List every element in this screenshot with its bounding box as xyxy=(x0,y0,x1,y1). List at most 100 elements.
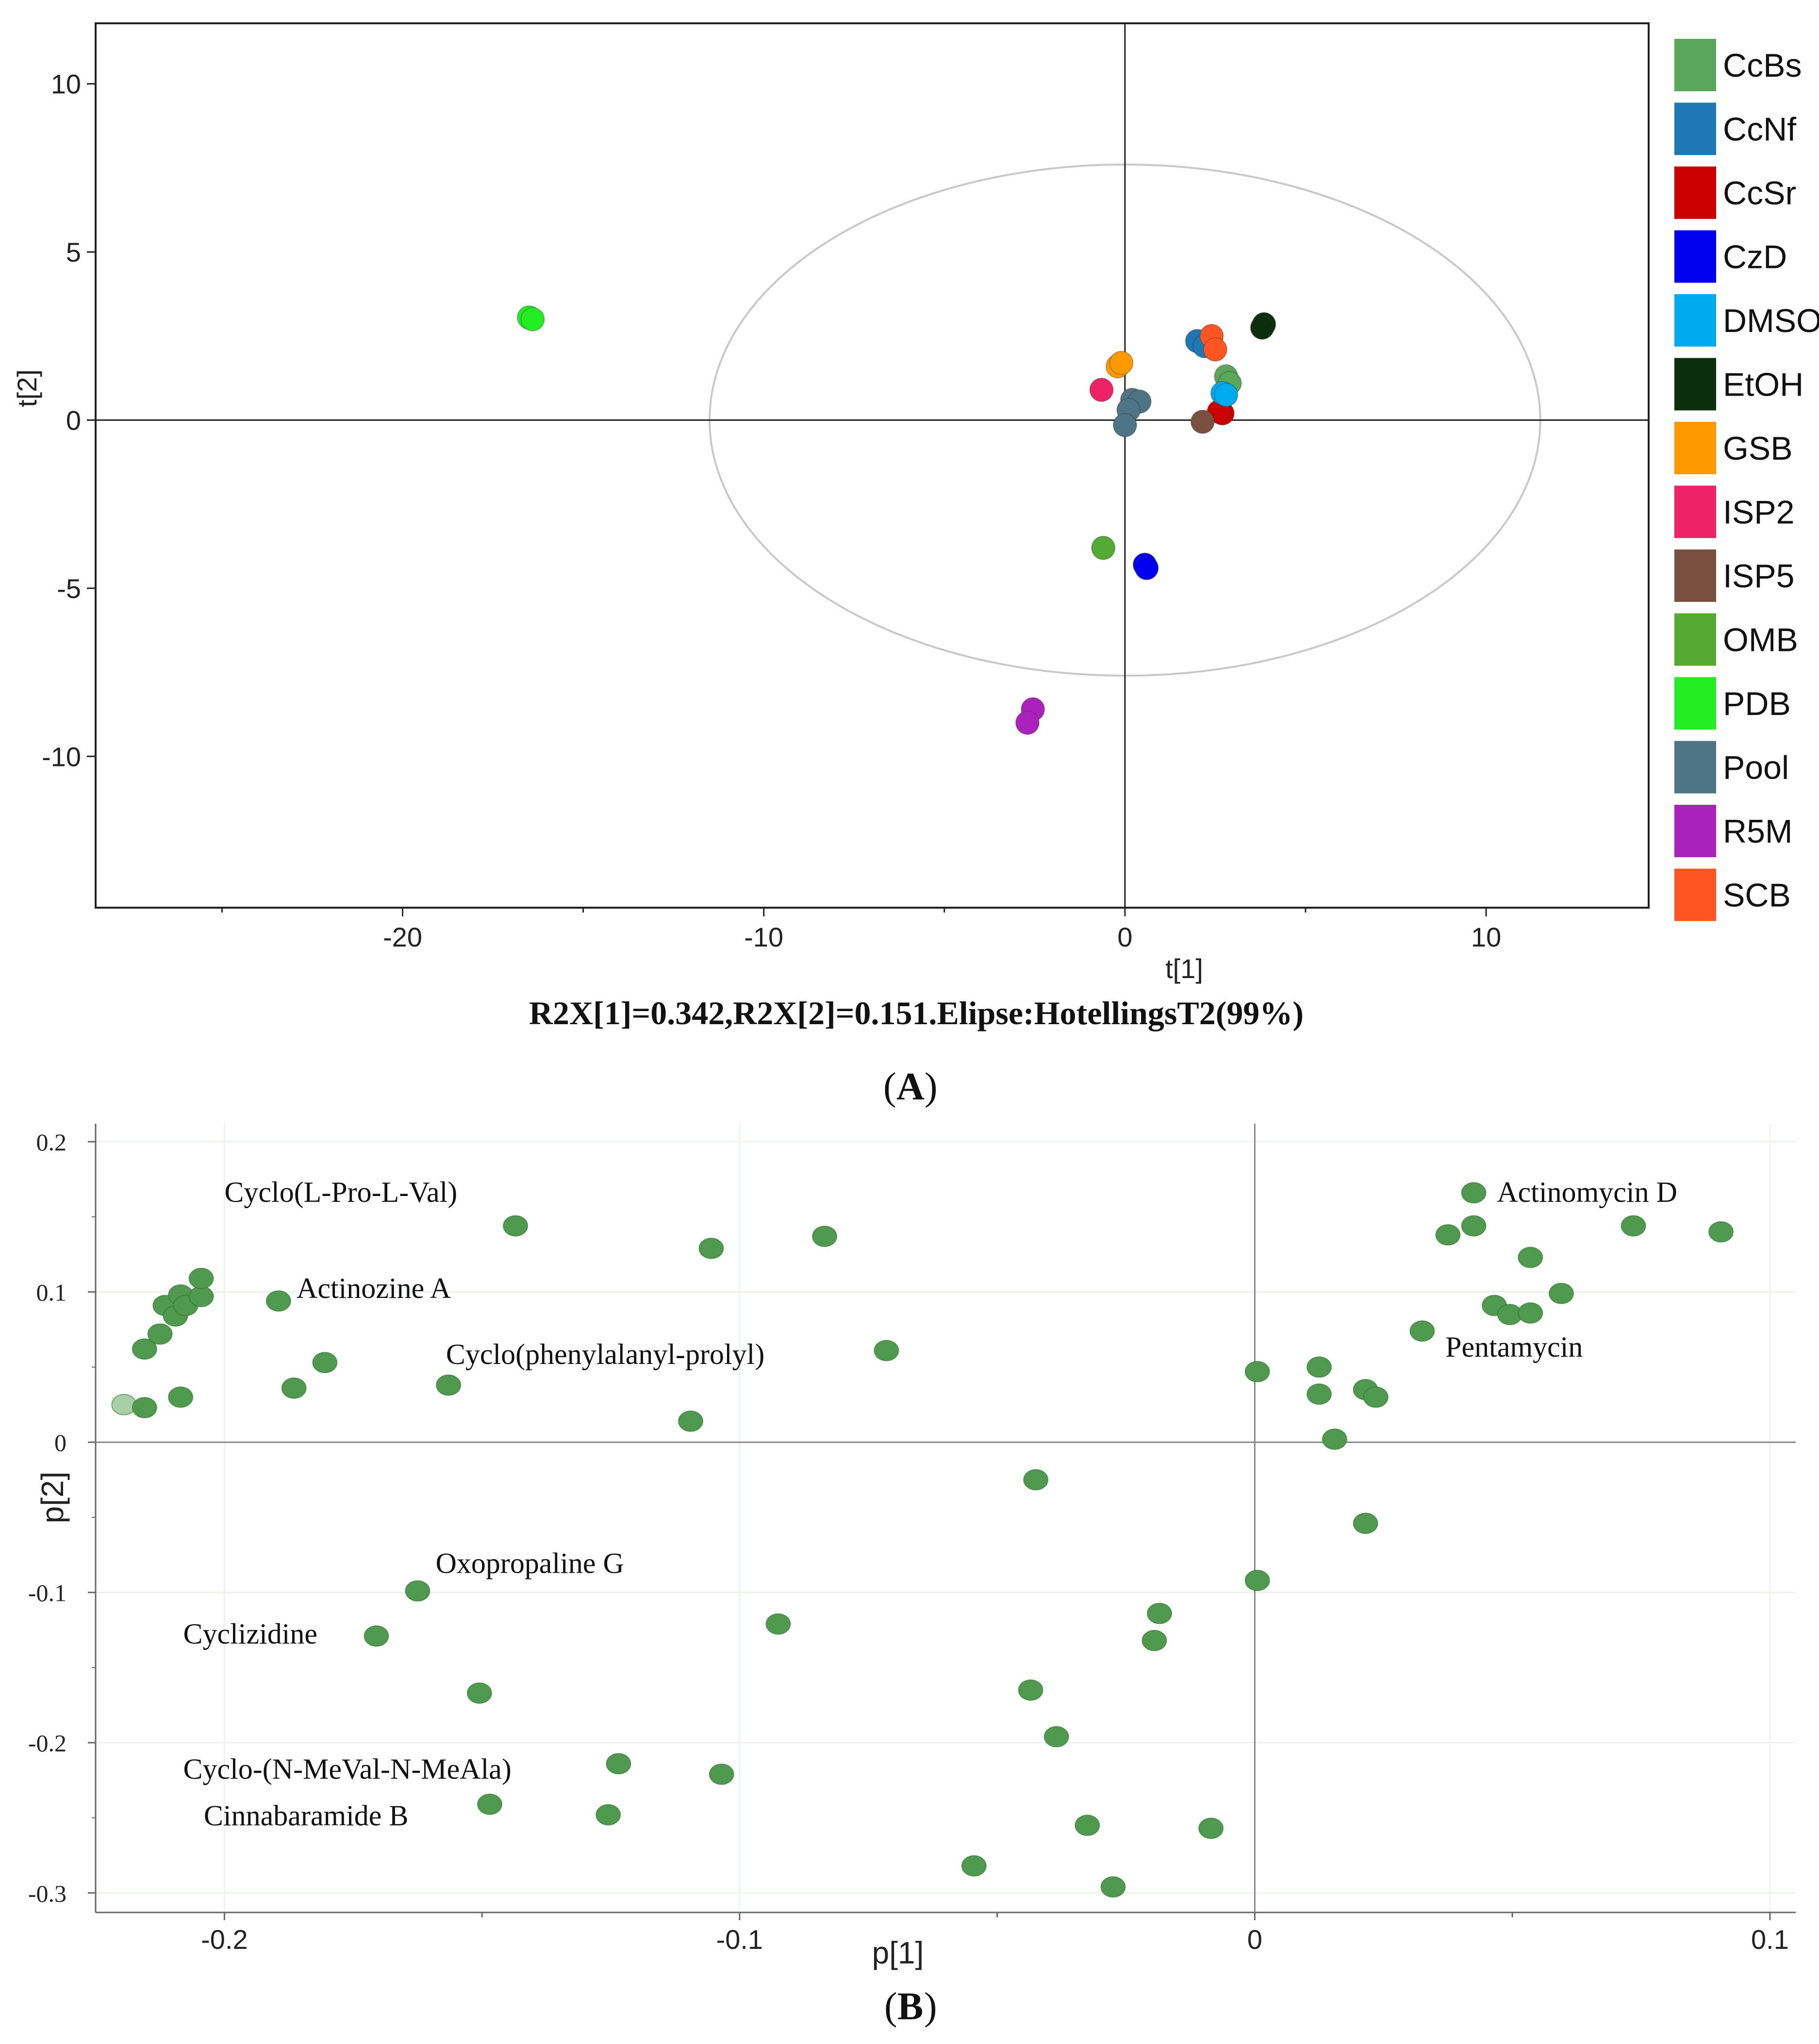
loading-point xyxy=(1306,1383,1332,1405)
plot-a-ticks: -20 -10 0 10 10 5 0 -5 -10 xyxy=(42,69,1501,952)
legend-label-etoh: EtOH xyxy=(1723,366,1803,403)
loading-point xyxy=(1043,1726,1069,1747)
legend-swatch-ccnf xyxy=(1674,102,1716,155)
loading-point xyxy=(364,1625,389,1647)
legend-swatch-omb xyxy=(1674,613,1716,666)
loading-point xyxy=(1100,1876,1126,1898)
legend-swatch-r5m xyxy=(1674,805,1716,857)
loading-point xyxy=(188,1285,214,1307)
annotation-label: Oxopropaline G xyxy=(436,1547,624,1579)
plot-b-annotations: Cyclo(L-Pro-L-Val) Actinozine A Cyclo(phen… xyxy=(183,1176,1677,1832)
legend-swatch-dmso xyxy=(1674,294,1716,347)
loading-point xyxy=(436,1374,462,1396)
loading-point xyxy=(1409,1320,1435,1342)
legend-label-ccnf: CcNf xyxy=(1723,111,1796,148)
x-tick-label-a: 10 xyxy=(1471,922,1501,952)
score-point-pdb xyxy=(520,307,545,332)
x-tick-label-a: -20 xyxy=(383,922,422,952)
x-tick-label-b: 0.1 xyxy=(1751,1924,1789,1955)
loading-point xyxy=(188,1267,214,1289)
loading-point xyxy=(1461,1215,1487,1237)
y-axis-label-a: t[2] xyxy=(12,369,42,407)
panel-letter-b: B xyxy=(897,1985,923,2028)
panel-label-a: ( A ) xyxy=(883,1065,938,1108)
x-tick-label-b: -0.1 xyxy=(716,1924,763,1955)
score-point-omb xyxy=(1091,535,1116,560)
score-point-etoh xyxy=(1250,315,1274,340)
loading-point xyxy=(606,1753,631,1775)
x-tick-label-b: 0 xyxy=(1247,1924,1262,1955)
plot-b-axes xyxy=(95,1124,1796,1913)
legend-label-gsb: GSB xyxy=(1723,430,1793,467)
x-tick-label-b: -0.2 xyxy=(201,1924,248,1955)
score-point-r5m xyxy=(1015,710,1040,735)
y-tick-label-a: 0 xyxy=(66,405,81,435)
x-axis-label-b: p[1] xyxy=(872,1935,924,1970)
annotation-label: Cinnabaramide B xyxy=(204,1799,409,1831)
loading-point xyxy=(678,1410,704,1432)
legend-swatch-etoh xyxy=(1674,358,1716,411)
loading-point xyxy=(265,1290,291,1312)
loading-point xyxy=(1621,1215,1646,1237)
loading-point xyxy=(874,1340,899,1362)
y-tick-label-b: 0.1 xyxy=(36,1279,67,1306)
legend-swatch-czd xyxy=(1674,230,1716,283)
score-point-pool xyxy=(1112,413,1137,437)
loading-point xyxy=(1322,1429,1347,1450)
loading-point xyxy=(1549,1282,1574,1304)
y-tick-label-b: -0.2 xyxy=(28,1729,66,1757)
loading-point xyxy=(709,1763,734,1785)
legend-label-omb: OMB xyxy=(1723,622,1798,659)
legend-swatch-scb xyxy=(1674,868,1716,921)
legend-swatch-pool xyxy=(1674,741,1716,794)
loading-point xyxy=(466,1682,492,1704)
legend-label-czd: CzD xyxy=(1723,239,1787,276)
annotation-label: Cyclo(L-Pro-L-Val) xyxy=(224,1176,457,1208)
svg-text:(: ( xyxy=(883,1065,896,1108)
loading-point xyxy=(1363,1386,1389,1408)
legend-label-r5m: R5M xyxy=(1723,813,1793,850)
loading-point xyxy=(1244,1569,1270,1591)
legend-swatch-ccsr xyxy=(1674,166,1716,219)
loading-point xyxy=(477,1794,503,1815)
loading-point xyxy=(168,1386,194,1408)
legend-swatch-isp5 xyxy=(1674,549,1716,602)
legend-swatch-ccbs xyxy=(1674,39,1716,91)
y-tick-label-a: 5 xyxy=(66,237,81,267)
loading-point xyxy=(1435,1224,1461,1246)
y-tick-label-a: 10 xyxy=(51,69,81,100)
plot-a-axes xyxy=(96,23,1649,908)
x-tick-label-a: -10 xyxy=(744,922,783,952)
loading-point xyxy=(1353,1512,1378,1534)
legend-label-dmso: DMSO xyxy=(1723,302,1819,339)
score-point-isp2 xyxy=(1089,378,1114,402)
plot-a-caption: R2X[1]=0.342,R2X[2]=0.151.Elipse:Hotelli… xyxy=(529,995,1304,1031)
pca-loadings-plot: -0.2 -0.1 0 0.1 0.2 0.1 0 -0.1 -0.2 -0.3 Cyclo(L-… xyxy=(28,1124,1796,1970)
panel-letter-a: A xyxy=(896,1065,925,1108)
y-tick-label-a: -10 xyxy=(42,741,81,772)
loading-point xyxy=(595,1804,621,1826)
plot-b-gridlines xyxy=(96,1124,1796,1912)
loading-point xyxy=(1018,1679,1043,1701)
plot-b-points xyxy=(111,1182,1734,1898)
loading-point xyxy=(132,1338,157,1360)
legend-label-pool: Pool xyxy=(1723,749,1789,786)
loading-point xyxy=(961,1855,987,1877)
y-tick-label-b: -0.3 xyxy=(28,1880,66,1907)
x-axis-label-a: t[1] xyxy=(1165,953,1203,984)
plot-a-points xyxy=(517,305,1276,735)
loading-point xyxy=(698,1237,724,1259)
legend-swatch-isp2 xyxy=(1674,485,1716,538)
loading-point xyxy=(1461,1182,1487,1204)
legend-label-pdb: PDB xyxy=(1723,685,1791,722)
y-tick-label-b: -0.1 xyxy=(28,1579,66,1607)
annotation-label: Cyclizidine xyxy=(183,1618,317,1650)
legend-label-ccbs: CcBs xyxy=(1723,47,1802,84)
loading-point xyxy=(1141,1629,1167,1651)
svg-text:): ) xyxy=(925,1065,938,1108)
annotation-label: Actinozine A xyxy=(297,1272,451,1304)
legend-swatch-pdb xyxy=(1674,677,1716,730)
legend: CcBs CcNf CcSr CzD DMSO EtOH GSB ISP2 ISP5 OMB PDB… xyxy=(1674,39,1819,921)
loading-point xyxy=(1518,1302,1543,1324)
